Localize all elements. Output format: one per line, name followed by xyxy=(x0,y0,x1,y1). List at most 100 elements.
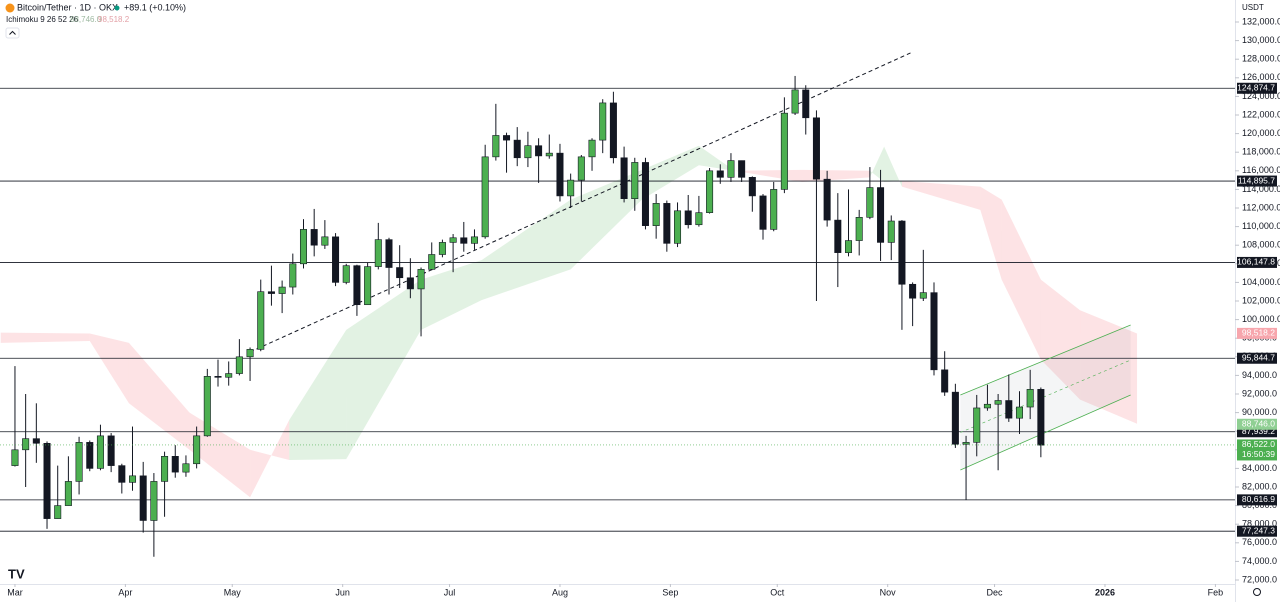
cloud-segment xyxy=(1001,199,1041,360)
y-tick-label: 122,000.0 xyxy=(1242,109,1280,119)
candle-body xyxy=(1026,389,1034,408)
candle-body xyxy=(470,236,478,244)
candle-body xyxy=(54,505,62,519)
candle-body xyxy=(449,237,457,243)
candle-body xyxy=(1037,389,1045,446)
candle-body xyxy=(289,263,297,288)
channel-upper xyxy=(960,324,1131,396)
candle-body xyxy=(246,349,254,358)
settings-button[interactable] xyxy=(1253,588,1261,596)
candle-body xyxy=(353,265,361,306)
y-tick-label: 132,000.0 xyxy=(1242,16,1280,26)
x-tick-label: Oct xyxy=(770,587,785,597)
indicator-value: 88,746.0 xyxy=(70,15,102,24)
level-tag-label: 77,247.3 xyxy=(1242,525,1275,535)
y-tick-label: 102,000.0 xyxy=(1242,295,1280,305)
channel-fill xyxy=(960,324,1131,470)
y-tick-label: 112,000.0 xyxy=(1242,202,1280,212)
collapse-button[interactable] xyxy=(5,27,20,39)
x-tick-label: Mar xyxy=(7,587,23,597)
coin-icon xyxy=(5,3,15,13)
y-tick-label: 74,000.0 xyxy=(1242,556,1277,566)
level-tag-label: 114,895.7 xyxy=(1238,175,1275,185)
candle-body xyxy=(641,162,649,226)
candle-body xyxy=(342,265,350,283)
candle-body xyxy=(235,356,243,374)
y-tick-label: 100,000.0 xyxy=(1242,314,1280,324)
cloud-segment xyxy=(128,342,190,450)
candle-body xyxy=(321,236,329,246)
candle-body xyxy=(406,277,414,290)
candle-body xyxy=(919,292,927,299)
candle-body xyxy=(460,237,468,244)
candle-body xyxy=(770,189,778,230)
candle-body xyxy=(695,212,703,226)
candle-body xyxy=(96,435,104,469)
logo: TV xyxy=(8,566,25,581)
candle-body xyxy=(332,236,340,283)
candle-body xyxy=(887,220,895,243)
cloud-segment xyxy=(421,260,482,330)
y-tick-label: 78,000.0 xyxy=(1242,519,1277,529)
candle-body xyxy=(524,145,532,159)
candle-body xyxy=(609,102,617,159)
candle-body xyxy=(567,179,575,197)
candle-body xyxy=(823,178,831,221)
x-tick-label: Feb xyxy=(1208,587,1224,597)
status-dot xyxy=(114,5,120,11)
countdown: 16:50:39 xyxy=(1242,449,1275,459)
candle-body xyxy=(193,435,201,465)
cloud-segment xyxy=(0,332,90,343)
cloud-segment xyxy=(481,199,571,301)
candle-body xyxy=(930,292,938,371)
candle-body xyxy=(631,162,639,200)
candle-body xyxy=(973,407,981,443)
header: Bitcoin/Tether · 1D · OKX +89.1 (+0.10%)… xyxy=(5,2,1264,596)
candle-body xyxy=(545,152,553,157)
candle-body xyxy=(812,117,820,180)
cloud-segment xyxy=(901,181,981,210)
cloud-segment xyxy=(289,329,347,461)
candle-body xyxy=(909,283,917,299)
candle-body xyxy=(417,269,425,290)
candle-body xyxy=(620,157,628,200)
x-tick-label: Jun xyxy=(335,587,350,597)
y-tick-label: 94,000.0 xyxy=(1242,370,1277,380)
cloud-segment xyxy=(698,145,735,171)
cloud-tag-label: 88,746.0 xyxy=(1242,419,1275,429)
candle-body xyxy=(1015,406,1023,419)
candle-body xyxy=(877,187,885,243)
y-tick-label: 82,000.0 xyxy=(1242,481,1277,491)
candle-body xyxy=(481,156,489,238)
indicator-value: 98,518.2 xyxy=(98,15,130,24)
channel-lower xyxy=(960,394,1131,471)
candle-body xyxy=(577,156,585,181)
candle-body xyxy=(535,145,543,157)
candle-body xyxy=(203,376,211,437)
candle-body xyxy=(161,456,169,482)
cloud-segment xyxy=(884,146,902,187)
y-tick-label: 72,000.0 xyxy=(1242,574,1277,584)
x-tick-label: 2026 xyxy=(1095,587,1115,597)
candle-body xyxy=(780,112,788,190)
x-tick-label: May xyxy=(224,587,242,597)
candle-body xyxy=(503,135,511,141)
candle-body xyxy=(214,376,222,378)
level-tag xyxy=(1237,82,1277,94)
candle-body xyxy=(556,152,564,197)
cloud-tag-label: 98,518.2 xyxy=(1242,328,1275,338)
y-tick-label: 108,000.0 xyxy=(1242,240,1280,250)
candle-body xyxy=(652,203,660,226)
axes: 72,000.074,000.076,000.078,000.080,000.0… xyxy=(7,16,1280,597)
candle-body xyxy=(513,139,521,159)
candle-body xyxy=(706,170,714,213)
candle-body xyxy=(492,135,500,158)
candle-body xyxy=(107,435,115,466)
y-tick-label: 84,000.0 xyxy=(1242,463,1277,473)
currency: USDT xyxy=(1242,3,1264,12)
y-tick-label: 92,000.0 xyxy=(1242,388,1277,398)
candle-body xyxy=(171,456,179,473)
candle-body xyxy=(663,203,671,244)
candle-body xyxy=(86,442,94,469)
